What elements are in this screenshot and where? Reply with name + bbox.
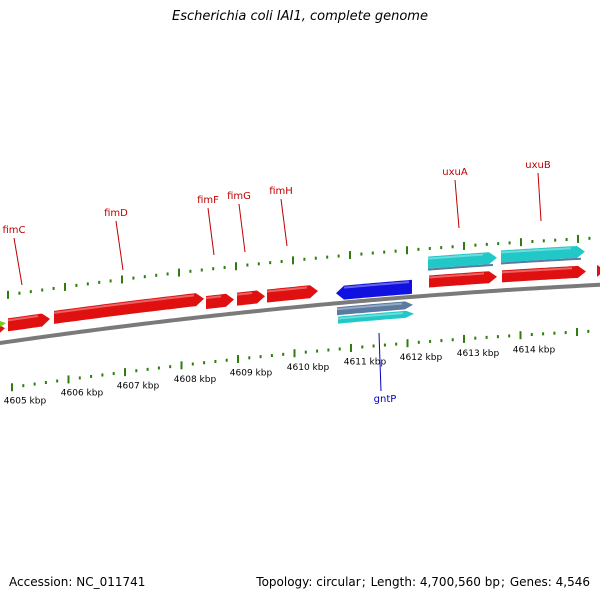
scale-label: 4608 kbp (174, 375, 217, 385)
gene-fimH-shine (266, 286, 308, 293)
feature-gntP-cyan-body (338, 310, 414, 324)
feature-gntP-cyan (337, 310, 414, 324)
gene-fimC-shine (7, 315, 39, 322)
gene-leader-fimC (13, 237, 23, 286)
gene-uxuB-shine (501, 267, 573, 274)
gene-uxuB-body (502, 265, 586, 283)
gene-label-gntP: gntP (374, 394, 397, 405)
gene-edge-red (597, 264, 600, 277)
gene-label-fimH: fimH (269, 186, 293, 197)
scale-label: 4605 kbp (4, 396, 47, 406)
gene-fimA-partial-body (0, 325, 5, 333)
genome-backbone (0, 282, 600, 346)
accession-info: Accession: NC_011741 (9, 575, 145, 589)
gene-label-fimF: fimF (197, 195, 219, 206)
feature-uxuB (500, 246, 585, 263)
genes-value: 4,546 (555, 575, 590, 589)
scale-label: 4606 kbp (61, 389, 104, 399)
gene-green-partial (0, 321, 6, 327)
gene-label-fimG: fimG (227, 191, 251, 202)
gene-fimF (205, 293, 234, 309)
scale-label: 4610 kbp (287, 363, 330, 373)
scale-label: 4609 kbp (230, 369, 273, 379)
feature-uxuA-shadow (427, 263, 494, 271)
gene-fimH (266, 285, 318, 303)
gene-layer (0, 246, 600, 333)
gene-gntP-shine (343, 281, 410, 289)
accession-label: Accession: (9, 575, 73, 589)
gene-uxuB (501, 265, 586, 283)
gene-fimF-shine (205, 295, 222, 300)
gene-gntP (336, 279, 412, 300)
label-layer: 4605 kbp 4606 kbp 4607 kbp 4608 kbp 4609 kbp… (2, 160, 555, 406)
topology-label: Topology: (256, 575, 313, 589)
feature-gntP-cyan-shine (337, 312, 404, 320)
map-title: Escherichia coli IAI1, complete genome (172, 9, 428, 24)
scale-label: 4612 kbp (400, 353, 443, 363)
backbone-layer (0, 282, 600, 346)
gene-leader-uxuB (537, 172, 542, 222)
feature-uxuA (427, 252, 497, 269)
gene-green-partial-body (0, 321, 6, 327)
gene-leader-fimH (280, 198, 288, 247)
length-label: Length: (370, 575, 417, 589)
feature-uxuA-body (428, 252, 497, 269)
length-value: 4,700,560 bp (419, 575, 500, 589)
gene-fimF-body (206, 293, 234, 309)
gene-label-fimD: fimD (104, 208, 128, 219)
gene-fimA-partial (0, 325, 5, 333)
gene-leader-uxuA (454, 179, 460, 229)
gene-label-uxuA: uxuA (442, 167, 468, 178)
gene-leader-fimF (207, 207, 215, 256)
gene-fimD (53, 293, 204, 324)
gene-label-fimC: fimC (2, 225, 25, 236)
accession-value: NC_011741 (76, 575, 146, 589)
topology-value: circular (316, 575, 361, 589)
tick-layer (7, 234, 591, 392)
feature-gntP-slate (336, 301, 413, 316)
scale-label: 4613 kbp (457, 349, 500, 359)
gene-fimG-shine (236, 292, 253, 296)
gene-fimG-body (237, 290, 265, 306)
gene-fimD-shine (53, 294, 195, 314)
scale-label: 4607 kbp (117, 382, 160, 392)
feature-uxuA-shine (427, 253, 484, 260)
feature-uxuB-shine (500, 247, 572, 254)
gene-fimD-body (54, 293, 204, 324)
gene-uxuA-shine (428, 272, 485, 279)
scale-label: 4611 kbp (344, 358, 387, 368)
gene-fimC (7, 313, 50, 332)
gene-leader-fimG (238, 203, 246, 253)
feature-gntP-slate-body (337, 301, 413, 316)
gene-fimH-body (267, 285, 318, 303)
gene-uxuA-body (429, 271, 497, 288)
gene-fimG (236, 290, 265, 306)
gene-fimC-body (8, 313, 50, 332)
gene-leader-fimD (115, 220, 124, 271)
feature-uxuB-shadow (500, 257, 582, 265)
gene-edge-red-body (597, 264, 600, 277)
genome-summary: Topology: circular; Length: 4,700,560 bp… (256, 575, 590, 589)
scale-label: 4614 kbp (513, 345, 556, 355)
gene-gntP-body (336, 279, 412, 300)
gene-leader-gntP (378, 332, 382, 392)
gene-uxuA (428, 271, 497, 288)
feature-gntP-slate-shine (336, 302, 403, 311)
feature-uxuB-body (501, 246, 585, 263)
genes-label: Genes: (509, 575, 552, 589)
gene-label-uxuB: uxuB (525, 160, 551, 171)
